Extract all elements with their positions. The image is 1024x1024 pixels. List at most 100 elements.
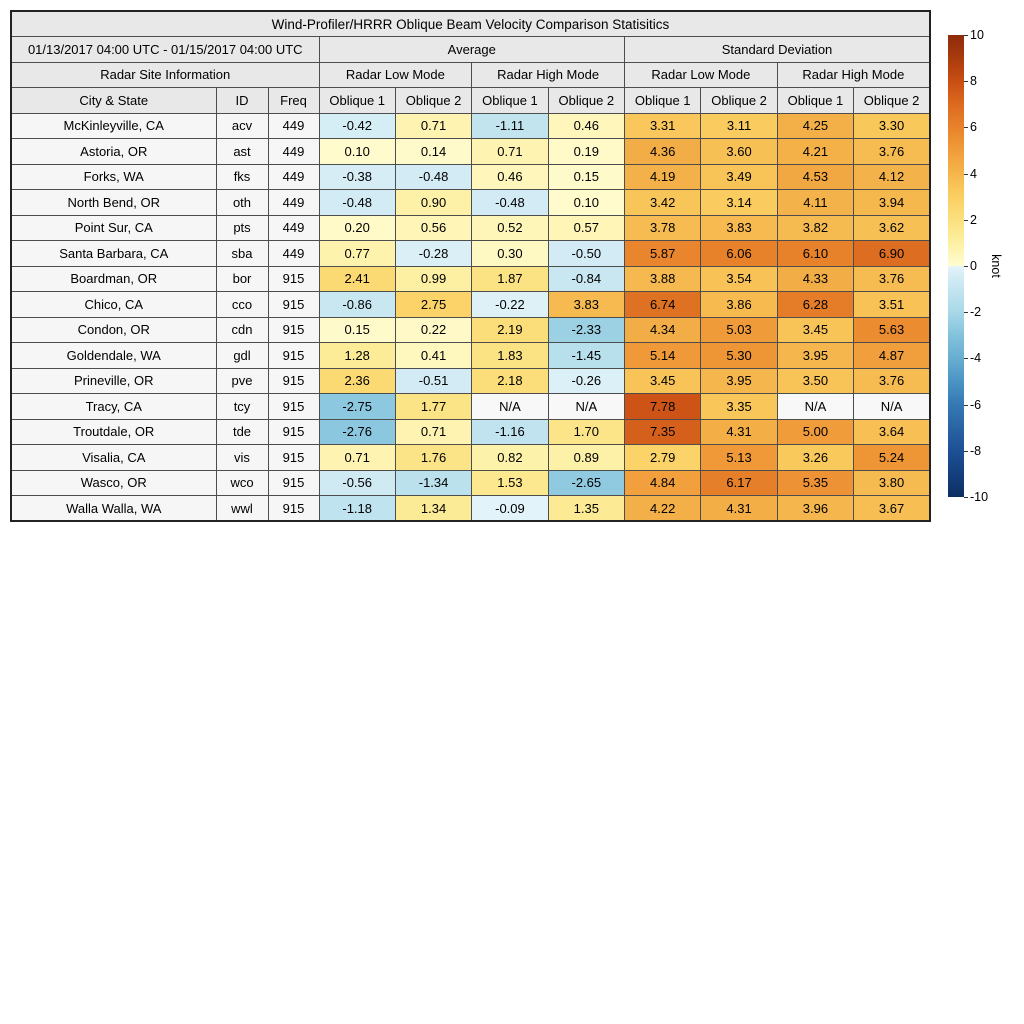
value-cell: 0.14	[394, 138, 473, 165]
site-id-cell: pve	[215, 367, 269, 394]
colorbar-tick	[964, 35, 968, 36]
city-cell: Santa Barbara, CA	[10, 240, 217, 267]
value-cell: 5.00	[776, 418, 855, 445]
value-cell: 0.15	[547, 163, 626, 190]
freq-cell: 449	[267, 138, 320, 165]
col-header-freq: Freq	[267, 87, 320, 114]
date-range: 01/13/2017 04:00 UTC - 01/15/2017 04:00 …	[10, 36, 320, 63]
column-header-row: City & State ID Freq Oblique 1 Oblique 2…	[10, 87, 931, 114]
value-cell: N/A	[471, 393, 549, 420]
colorbar-tick	[964, 219, 968, 221]
value-cell: 3.76	[853, 138, 931, 165]
freq-cell: 915	[267, 495, 320, 522]
value-cell: 1.34	[394, 495, 473, 522]
value-cell: 3.96	[776, 495, 855, 522]
statistics-table: Wind-Profiler/HRRR Oblique Beam Velocity…	[10, 10, 931, 522]
mode-header-high-std: Radar High Mode	[776, 61, 931, 88]
value-cell: 0.56	[394, 214, 473, 241]
value-cell: 1.28	[318, 342, 396, 369]
value-cell: 0.10	[318, 138, 396, 165]
city-cell: Troutdale, OR	[10, 418, 217, 445]
colorbar-tick	[964, 81, 968, 83]
value-cell: -0.38	[318, 163, 396, 190]
colorbar-tick	[964, 127, 968, 129]
site-id-cell: oth	[215, 189, 269, 216]
group-header-row: 01/13/2017 04:00 UTC - 01/15/2017 04:00 …	[10, 36, 931, 63]
table-row: Point Sur, CA pts 449 0.20 0.56 0.52 0.5…	[10, 214, 931, 241]
table-row: McKinleyville, CA acv 449 -0.42 0.71 -1.…	[10, 112, 931, 139]
value-cell: 0.10	[547, 189, 626, 216]
value-cell: 4.25	[776, 112, 855, 139]
city-cell: Boardman, OR	[10, 265, 217, 292]
freq-cell: 915	[267, 316, 320, 343]
colorbar-tick	[964, 312, 968, 314]
value-cell: 4.19	[623, 163, 702, 190]
site-id-cell: cdn	[215, 316, 269, 343]
value-cell: -0.42	[318, 112, 396, 139]
value-cell: -1.11	[471, 112, 549, 139]
col-header-oblique: Oblique 1	[471, 87, 549, 114]
value-cell: 3.51	[853, 291, 931, 318]
value-cell: 0.19	[547, 138, 626, 165]
mode-header-low-avg: Radar Low Mode	[318, 61, 473, 88]
colorbar-tick	[964, 497, 968, 498]
value-cell: -0.48	[394, 163, 473, 190]
value-cell: 0.52	[471, 214, 549, 241]
site-id-cell: wco	[215, 469, 269, 496]
city-cell: McKinleyville, CA	[10, 112, 217, 139]
value-cell: -0.50	[547, 240, 626, 267]
site-id-cell: sba	[215, 240, 269, 267]
freq-cell: 915	[267, 342, 320, 369]
value-cell: 3.62	[853, 214, 931, 241]
value-cell: -0.48	[471, 189, 549, 216]
colorbar-tick-label: 8	[970, 73, 977, 88]
value-cell: 3.76	[853, 367, 931, 394]
value-cell: 3.76	[853, 265, 931, 292]
value-cell: 5.14	[623, 342, 702, 369]
value-cell: 0.46	[547, 112, 626, 139]
table-row: Chico, CA cco 915 -0.86 2.75 -0.22 3.83 …	[10, 291, 931, 318]
value-cell: 3.95	[700, 367, 778, 394]
value-cell: -1.16	[471, 418, 549, 445]
value-cell: 3.54	[700, 265, 778, 292]
freq-cell: 915	[267, 469, 320, 496]
freq-cell: 915	[267, 265, 320, 292]
value-cell: 4.11	[776, 189, 855, 216]
col-header-oblique: Oblique 2	[394, 87, 473, 114]
colorbar-tick-label: -8	[970, 443, 982, 458]
value-cell: -2.33	[547, 316, 626, 343]
value-cell: 0.20	[318, 214, 396, 241]
value-cell: 6.90	[853, 240, 931, 267]
city-cell: Goldendale, WA	[10, 342, 217, 369]
site-id-cell: acv	[215, 112, 269, 139]
value-cell: 2.36	[318, 367, 396, 394]
city-cell: Tracy, CA	[10, 393, 217, 420]
value-cell: 6.28	[776, 291, 855, 318]
value-cell: -0.51	[394, 367, 473, 394]
colorbar-tick-label: 0	[970, 258, 977, 273]
value-cell: 2.19	[471, 316, 549, 343]
colorbar-tick	[964, 450, 968, 452]
colorbar-tick-label: -6	[970, 397, 982, 412]
site-id-cell: tde	[215, 418, 269, 445]
table-row: Boardman, OR bor 915 2.41 0.99 1.87 -0.8…	[10, 265, 931, 292]
value-cell: -1.18	[318, 495, 396, 522]
site-id-cell: wwl	[215, 495, 269, 522]
value-cell: 0.82	[471, 444, 549, 471]
col-header-id: ID	[215, 87, 269, 114]
value-cell: 0.41	[394, 342, 473, 369]
value-cell: 4.87	[853, 342, 931, 369]
value-cell: 4.22	[623, 495, 702, 522]
value-cell: 3.64	[853, 418, 931, 445]
colorbar-unit-label: knot	[989, 254, 1003, 278]
value-cell: 3.45	[776, 316, 855, 343]
value-cell: -0.26	[547, 367, 626, 394]
table-row: Forks, WA fks 449 -0.38 -0.48 0.46 0.15 …	[10, 163, 931, 190]
value-cell: 3.49	[700, 163, 778, 190]
value-cell: 4.84	[623, 469, 702, 496]
colorbar-tick-label: 6	[970, 120, 977, 135]
value-cell: -2.76	[318, 418, 396, 445]
col-header-city: City & State	[10, 87, 217, 114]
table-row: North Bend, OR oth 449 -0.48 0.90 -0.48 …	[10, 189, 931, 216]
